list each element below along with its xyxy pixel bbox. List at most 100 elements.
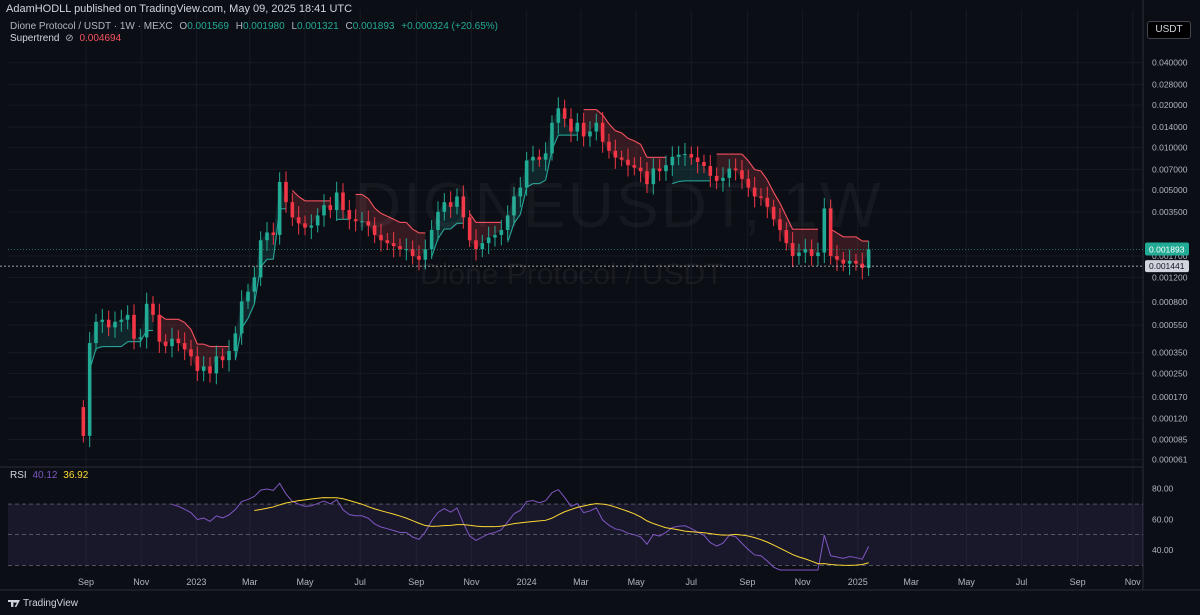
candle-body (385, 240, 390, 244)
candle-body (455, 196, 459, 207)
candle-body (290, 202, 295, 218)
candle-body (265, 232, 269, 241)
supertrend-zone (659, 157, 666, 172)
y-tick-label: 0.001200 (1152, 272, 1188, 282)
supertrend-line (672, 181, 679, 185)
close-value: 0.001893 (352, 21, 395, 32)
candle-body (189, 349, 193, 357)
candle-body (132, 314, 136, 339)
x-tick-label: Nov (463, 577, 480, 587)
supertrend-line (539, 179, 546, 185)
supertrend-line (773, 192, 781, 204)
candle-body (651, 168, 656, 185)
supertrend-line (741, 153, 749, 162)
price-axis: 0.040000 0.028000 0.020000 0.014000 0.010000… (0, 58, 1189, 465)
supertrend-zone (684, 154, 692, 181)
supertrend-line (513, 214, 521, 224)
supertrend-line (380, 212, 388, 217)
candle-body (714, 175, 719, 181)
candle-body (575, 122, 580, 132)
candle-body (594, 122, 599, 132)
candle-body (531, 156, 535, 161)
candle-body (404, 249, 409, 251)
x-tick-label: Jul (354, 577, 366, 587)
candle-body (809, 249, 814, 257)
candle-body (220, 356, 225, 361)
y-tick-label: 0.005000 (1152, 185, 1188, 195)
y-tick-label: 0.000061 (1152, 455, 1188, 465)
supertrend-zone (634, 140, 641, 172)
candle-body (277, 181, 282, 235)
rsi-legend[interactable]: RSI 40.12 36.92 (10, 470, 88, 481)
ohlc-legend: Dione Protocol / USDT · 1W · MEXC O0.001… (10, 21, 498, 32)
candle-body (828, 208, 833, 257)
supertrend-line (437, 228, 445, 239)
eye-off-icon[interactable]: ⊘ (65, 33, 74, 44)
candle-body (600, 122, 605, 142)
candle-body (562, 108, 567, 119)
candle-body (138, 337, 143, 339)
y-tick-label: 0.000800 (1152, 297, 1188, 307)
published-header: AdamHODLL published on TradingView.com, … (6, 3, 353, 15)
supertrend-lines (89, 109, 869, 371)
x-tick-label: Sep (408, 577, 424, 587)
candle-body (638, 167, 643, 172)
supertrend-value: 0.004694 (79, 33, 122, 44)
tradingview-logo[interactable]: TradingView (8, 598, 78, 609)
supertrend-zone (108, 321, 115, 347)
x-tick-label: Sep (78, 577, 94, 587)
current-price-tag (1145, 242, 1189, 256)
candle-body (771, 206, 776, 220)
supertrend-line (412, 228, 420, 234)
x-tick-label: Nov (795, 577, 812, 587)
x-tick-label: Mar (903, 577, 919, 587)
candle-body (442, 202, 447, 212)
candle-body (87, 343, 92, 436)
y-tick-label: 0.007000 (1152, 164, 1188, 174)
high-label: H (235, 21, 243, 32)
supertrend-line (754, 169, 762, 172)
branding-text: TradingView (23, 598, 79, 609)
time-axis: Sep Nov 2023 Mar May Jul Sep Nov 2024 Mar May Jul Se… (78, 577, 1141, 587)
candle-body (391, 243, 396, 247)
candle-body (778, 219, 782, 231)
supertrend-line (431, 238, 439, 258)
candle-body (353, 219, 358, 222)
supertrend-line (184, 322, 192, 330)
rsi-ma-value: 36.92 (63, 470, 89, 481)
candle-body (334, 192, 339, 211)
candle-body (733, 168, 738, 171)
currency-button[interactable]: USDT (1147, 21, 1191, 39)
candles (81, 97, 871, 448)
supertrend-line (405, 222, 414, 230)
y-tick-label: 0.010000 (1152, 143, 1188, 153)
supertrend-zone (539, 153, 546, 184)
candle-body (410, 249, 415, 257)
supertrend-zone (862, 241, 869, 268)
x-tick-label: Nov (133, 577, 150, 587)
supertrend-zone (855, 236, 863, 268)
supertrend-zone (843, 236, 850, 264)
candle-body (657, 168, 662, 172)
supertrend-zone (171, 319, 179, 344)
candle-body (474, 240, 478, 250)
candle-body (670, 156, 675, 166)
candle-body (740, 170, 744, 179)
candle-body (866, 249, 871, 268)
candle-body (284, 181, 288, 203)
candle-body (619, 157, 624, 160)
rsi-value: 40.12 (32, 470, 58, 481)
candle-body (182, 343, 187, 350)
candle-body (664, 165, 668, 172)
candle-body (214, 356, 219, 374)
candle-body (195, 356, 200, 371)
supertrend-legend[interactable]: Supertrend ⊘ 0.004694 (10, 33, 121, 44)
supertrend-line (640, 144, 648, 158)
x-tick-label: Jul (686, 577, 698, 587)
symbol-title[interactable]: Dione Protocol / USDT · 1W · MEXC (10, 21, 173, 32)
x-tick-label: 2025 (848, 577, 868, 587)
candle-body (436, 211, 440, 231)
candle-body (702, 162, 706, 167)
